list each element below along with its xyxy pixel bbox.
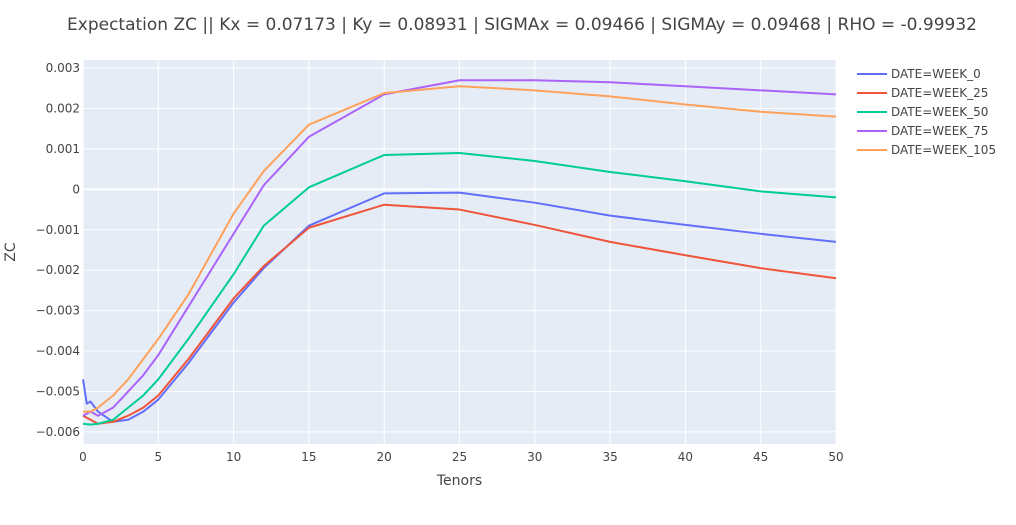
legend-label: DATE=WEEK_0 — [891, 67, 981, 81]
y-tick-label: −0.003 — [36, 304, 80, 318]
x-tick-label: 40 — [678, 450, 693, 464]
x-tick-label: 35 — [602, 450, 617, 464]
legend-item[interactable]: DATE=WEEK_75 — [857, 124, 988, 138]
x-tick-label: 45 — [753, 450, 768, 464]
y-axis-ticks: 0.003 0.002 0.001 0 −0.001 −0.002 −0.003 −0.004… — [36, 61, 80, 439]
legend-label: DATE=WEEK_105 — [891, 143, 996, 157]
x-tick-label: 25 — [452, 450, 467, 464]
x-axis-ticks: 0 5 10 15 20 25 30 35 40 45 50 — [79, 450, 843, 464]
y-tick-label: −0.004 — [36, 344, 80, 358]
legend-item[interactable]: DATE=WEEK_50 — [857, 105, 988, 119]
legend: DATE=WEEK_0 DATE=WEEK_25 DATE=WEEK_50 DATE=… — [857, 67, 996, 157]
series-line-date-week-50 — [82, 151, 837, 426]
chart-title: Expectation ZC || Kx = 0.07173 | Ky = 0.… — [67, 15, 977, 35]
x-tick-label: 30 — [527, 450, 542, 464]
y-tick-label: −0.001 — [36, 223, 80, 237]
x-tick-label: 50 — [828, 450, 843, 464]
x-tick-label: 5 — [154, 450, 162, 464]
legend-label: DATE=WEEK_75 — [891, 124, 988, 138]
y-tick-label: 0.003 — [46, 61, 80, 75]
grid-lines — [82, 60, 837, 444]
y-axis-title: ZC — [3, 242, 19, 262]
y-tick-label: 0.001 — [46, 142, 80, 156]
series-lines — [82, 79, 837, 426]
legend-item[interactable]: DATE=WEEK_25 — [857, 86, 988, 100]
y-tick-label: −0.006 — [36, 425, 80, 439]
x-tick-label: 20 — [377, 450, 392, 464]
y-tick-label: 0.002 — [46, 102, 80, 116]
legend-item[interactable]: DATE=WEEK_0 — [857, 67, 981, 81]
x-tick-label: 10 — [226, 450, 241, 464]
x-axis-title: Tenors — [436, 473, 482, 489]
x-tick-label: 0 — [79, 450, 87, 464]
series-line-date-week-75 — [82, 79, 837, 417]
legend-label: DATE=WEEK_50 — [891, 105, 988, 119]
legend-label: DATE=WEEK_25 — [891, 86, 988, 100]
series-line-date-week-105 — [83, 85, 837, 413]
series-line-date-week-0 — [82, 191, 837, 423]
y-tick-label: −0.005 — [36, 384, 80, 398]
x-tick-label: 15 — [301, 450, 316, 464]
y-tick-label: −0.002 — [36, 263, 80, 277]
legend-item[interactable]: DATE=WEEK_105 — [857, 143, 996, 157]
y-tick-label: 0 — [72, 182, 80, 196]
